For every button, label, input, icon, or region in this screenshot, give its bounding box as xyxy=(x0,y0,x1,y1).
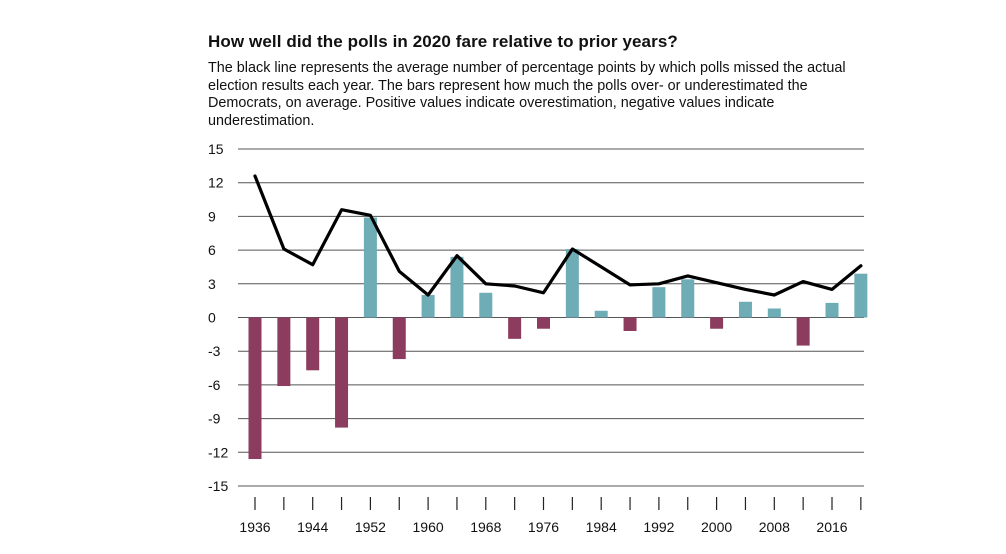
bar-2000 xyxy=(710,317,724,329)
x-tick-label: 2000 xyxy=(701,519,732,535)
x-tick-label: 1984 xyxy=(586,519,617,535)
y-axis-tick-labels: 15 12 9 6 3 0 -3 -6 -9 -12 -15 xyxy=(208,141,228,494)
y-tick-label: -3 xyxy=(208,343,221,359)
y-tick-label: -6 xyxy=(208,377,221,393)
y-tick-label: 9 xyxy=(208,208,216,224)
x-tick-label: 1936 xyxy=(239,519,270,535)
bar-2016 xyxy=(825,302,839,318)
x-tick-label: 1960 xyxy=(413,519,444,535)
bar-1976 xyxy=(537,317,550,329)
bar-1948 xyxy=(335,317,349,428)
bar-1952 xyxy=(363,217,377,318)
bar-1992 xyxy=(652,287,666,318)
x-tick-label: 1952 xyxy=(355,519,386,535)
bar-1940 xyxy=(277,317,291,387)
bar-1964 xyxy=(450,256,464,318)
bar-1972 xyxy=(508,317,522,339)
bar-1980 xyxy=(565,248,579,318)
x-tick-label: 1992 xyxy=(643,519,674,535)
bar-1984 xyxy=(594,310,608,318)
chart-title: How well did the polls in 2020 fare rela… xyxy=(208,32,678,51)
bar-2004 xyxy=(738,301,752,318)
x-tick-label: 1944 xyxy=(297,519,328,535)
bar-1960 xyxy=(421,295,435,318)
y-tick-label: -15 xyxy=(208,478,228,494)
bar-1936 xyxy=(248,317,262,460)
x-axis-tick-labels: 1936 1944 1952 1960 1968 1976 1984 1992 2000 2008… xyxy=(239,519,847,535)
y-tick-label: -12 xyxy=(208,444,228,460)
bar-1996 xyxy=(681,279,695,318)
line-series xyxy=(253,174,863,297)
y-tick-label: -9 xyxy=(208,411,221,427)
y-tick-label: 0 xyxy=(208,310,216,326)
average-miss-line xyxy=(253,174,863,297)
y-tick-label: 3 xyxy=(208,276,216,292)
chart-subtitle: The black line represents the average nu… xyxy=(208,60,846,129)
bar-2008 xyxy=(767,308,781,318)
x-tick-label: 2016 xyxy=(816,519,847,535)
x-tick-label: 1976 xyxy=(528,519,559,535)
bar-series xyxy=(248,217,868,460)
y-tick-label: 15 xyxy=(208,141,224,157)
bar-2020 xyxy=(854,273,868,318)
x-tick-label: 2008 xyxy=(759,519,790,535)
bar-1944 xyxy=(306,317,320,371)
x-axis-ticks xyxy=(254,497,862,510)
bar-1988 xyxy=(623,317,637,331)
bar-2012 xyxy=(796,317,810,346)
bar-1968 xyxy=(479,292,493,318)
bar-1956 xyxy=(392,317,406,360)
y-tick-label: 6 xyxy=(208,242,216,258)
y-tick-label: 12 xyxy=(208,175,224,191)
x-tick-label: 1968 xyxy=(470,519,501,535)
